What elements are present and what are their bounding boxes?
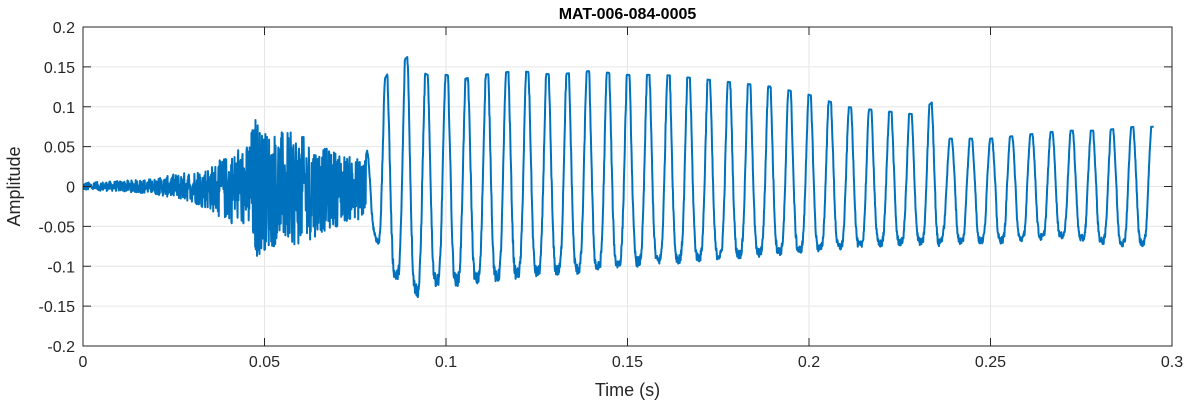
y-tick-label: 0.2 [53,20,75,37]
x-tick-label: 0.25 [975,354,1006,371]
tick-marks [82,26,1173,347]
x-tick-labels: 0 0.05 0.1 0.15 0.2 0.25 0.3 [79,354,1184,371]
waveform-line [82,56,1155,299]
x-tick-label: 0.2 [798,354,820,371]
y-tick-label: 0.1 [53,100,75,117]
x-tick-label: 0.15 [612,354,643,371]
y-tick-label: 0 [66,180,75,197]
waveform-series [82,56,1155,299]
y-axis-label: Amplitude [4,146,24,226]
y-tick-labels: 0.2 0.15 0.1 0.05 0 -0.05 -0.1 -0.15 -0.2 [39,20,76,356]
y-tick-label: 0.05 [44,140,75,157]
y-tick-label: 0.15 [44,60,75,77]
x-tick-label: 0 [79,354,88,371]
x-tick-label: 0.05 [249,354,280,371]
y-tick-label: -0.05 [39,219,76,236]
grid-lines [83,27,1172,346]
x-tick-label: 0.3 [1161,354,1183,371]
y-tick-label: -0.2 [47,339,75,356]
y-tick-label: -0.15 [39,299,76,316]
chart-title: MAT-006-084-0005 [559,6,697,23]
x-tick-label: 0.1 [435,354,457,371]
x-axis-label: Time (s) [595,380,660,400]
y-tick-label: -0.1 [47,259,75,276]
